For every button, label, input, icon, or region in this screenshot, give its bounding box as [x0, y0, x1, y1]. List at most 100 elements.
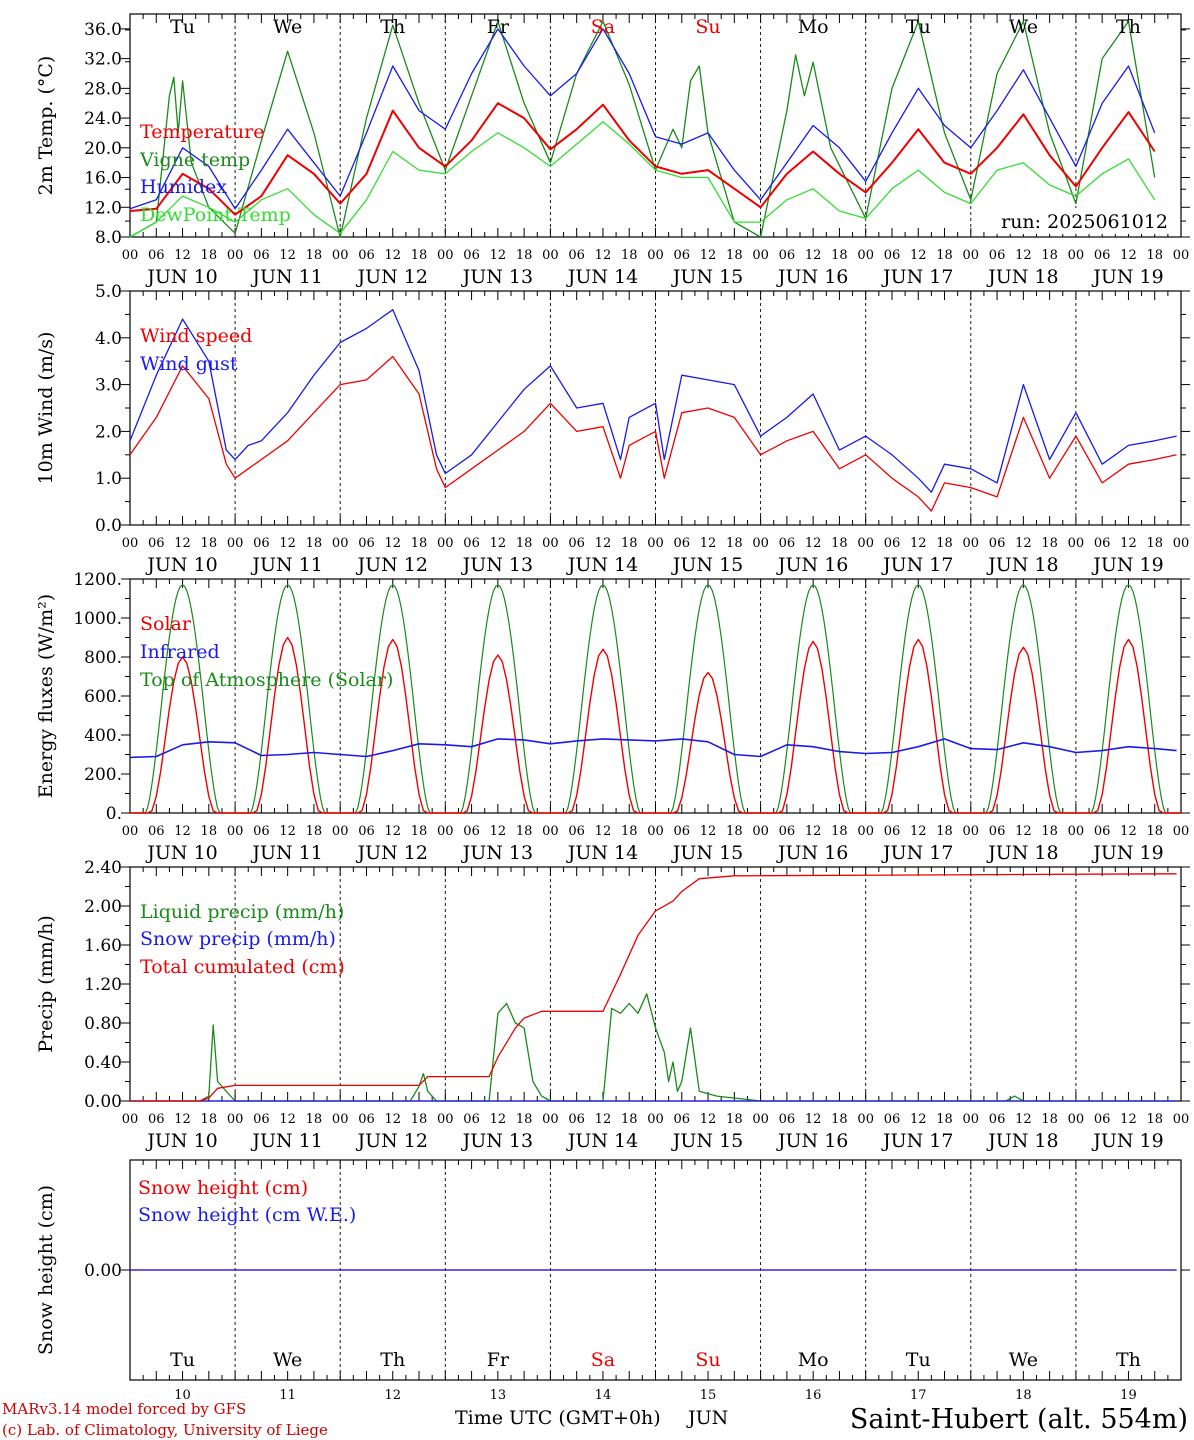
x-hour-label: 18 — [1146, 248, 1163, 263]
x-date-label: JUN 18 — [986, 842, 1058, 864]
x-hour-label: 18 — [621, 1112, 638, 1127]
x-date-label: JUN 14 — [566, 1130, 638, 1152]
x-hour-label: 12 — [174, 824, 191, 839]
y-tick-label: 1.20 — [84, 975, 122, 995]
x-hour-label: 06 — [779, 536, 796, 551]
x-hour-label: 06 — [148, 824, 165, 839]
x-hour-label: 12 — [595, 1112, 612, 1127]
x-hour-label: 18 — [726, 824, 743, 839]
x-hour-label: 12 — [1015, 248, 1032, 263]
x-hour-label: 12 — [910, 1112, 927, 1127]
day-label-top: We — [1009, 16, 1038, 38]
x-hour-label: 00 — [1173, 248, 1190, 263]
y-tick-label: 0.00 — [84, 1092, 122, 1112]
y-tick-label: 16.0 — [84, 169, 122, 189]
series-line-wind-speed — [129, 355, 1177, 512]
day-number: 16 — [805, 1388, 822, 1403]
x-hour-label: 18 — [411, 248, 428, 263]
x-hour-label: 12 — [805, 824, 822, 839]
x-date-label: JUN 14 — [566, 554, 638, 576]
x-date-label: JUN 17 — [881, 554, 953, 576]
x-hour-label: 18 — [1041, 248, 1058, 263]
x-hour-label: 12 — [595, 248, 612, 263]
y-tick-label: 0. — [106, 804, 122, 824]
x-hour-label: 00 — [647, 248, 664, 263]
x-date-label: JUN 19 — [1091, 842, 1163, 864]
x-hour-label: 18 — [1146, 536, 1163, 551]
x-hour-label: 12 — [384, 248, 401, 263]
y-tick-label: 8.0 — [95, 228, 122, 248]
x-hour-label: 06 — [989, 824, 1006, 839]
x-hour-label: 06 — [463, 824, 480, 839]
day-number: 12 — [384, 1388, 401, 1403]
x-date-label: JUN 12 — [356, 842, 428, 864]
y-tick-label: 32.0 — [84, 50, 122, 70]
x-hour-label: 18 — [831, 1112, 848, 1127]
legend-entry: Infrared — [140, 641, 220, 663]
x-hour-label: 18 — [621, 824, 638, 839]
x-date-label: JUN 15 — [671, 266, 743, 288]
x-hour-label: 18 — [1041, 824, 1058, 839]
x-hour-label: 18 — [1146, 824, 1163, 839]
x-hour-label: 12 — [174, 248, 191, 263]
x-hour-label: 12 — [174, 536, 191, 551]
x-date-label: JUN 12 — [356, 266, 428, 288]
x-hour-label: 12 — [1015, 824, 1032, 839]
x-hour-label: 00 — [647, 536, 664, 551]
series-line-total-cumulated-cm- — [130, 873, 1177, 1102]
x-hour-label: 06 — [1094, 248, 1111, 263]
x-date-label: JUN 15 — [671, 842, 743, 864]
x-hour-label: 18 — [831, 536, 848, 551]
x-hour-label: 00 — [647, 1112, 664, 1127]
x-hour-label: 18 — [516, 536, 533, 551]
day-label-top: Su — [695, 16, 720, 38]
x-hour-label: 12 — [595, 824, 612, 839]
x-date-label: JUN 11 — [250, 554, 322, 576]
x-hour-label: 12 — [1015, 536, 1032, 551]
x-date-label: JUN 16 — [776, 266, 848, 288]
x-hour-label: 12 — [279, 1112, 296, 1127]
x-hour-label: 12 — [910, 536, 927, 551]
day-number: 15 — [700, 1388, 717, 1403]
x-hour-label: 06 — [358, 536, 375, 551]
x-hour-label: 12 — [279, 248, 296, 263]
x-hour-label: 18 — [306, 248, 323, 263]
y-tick-label: 0.0 — [95, 516, 122, 536]
x-date-label: JUN 13 — [461, 1130, 533, 1152]
x-hour-label: 06 — [568, 824, 585, 839]
x-hour-label: 18 — [936, 824, 953, 839]
x-hour-label: 18 — [201, 248, 218, 263]
time-axis-label: Time UTC (GMT+0h) — [455, 1407, 661, 1429]
legend-entry: Solar — [140, 613, 192, 635]
legend-entry: Liquid precip (mm/h) — [140, 901, 344, 923]
x-hour-label: 00 — [437, 1112, 454, 1127]
x-hour-label: 06 — [148, 1112, 165, 1127]
x-hour-label: 06 — [253, 248, 270, 263]
x-hour-label: 18 — [411, 1112, 428, 1127]
x-hour-label: 00 — [437, 248, 454, 263]
x-date-label: JUN 17 — [881, 1130, 953, 1152]
legend-entry: Wind speed — [140, 325, 252, 347]
x-hour-label: 06 — [674, 248, 691, 263]
x-hour-label: 06 — [674, 1112, 691, 1127]
x-hour-label: 06 — [989, 248, 1006, 263]
x-hour-label: 06 — [358, 248, 375, 263]
day-label-top: Mo — [798, 16, 829, 38]
series-line-solar — [130, 636, 1181, 814]
x-hour-label: 00 — [857, 1112, 874, 1127]
day-label-top: Tu — [170, 16, 195, 38]
y-axis-label: Precip (mm/h) — [35, 915, 57, 1053]
x-hour-label: 06 — [463, 1112, 480, 1127]
y-axis-label: 10m Wind (m/s) — [35, 332, 57, 485]
x-hour-label: 06 — [568, 248, 585, 263]
x-hour-label: 18 — [726, 248, 743, 263]
x-hour-label: 00 — [542, 536, 559, 551]
x-hour-label: 18 — [1041, 1112, 1058, 1127]
x-hour-label: 18 — [831, 824, 848, 839]
x-date-label: JUN 13 — [461, 266, 533, 288]
x-hour-label: 00 — [227, 536, 244, 551]
x-hour-label: 06 — [1094, 1112, 1111, 1127]
x-hour-label: 12 — [805, 536, 822, 551]
day-label-top: Th — [1116, 16, 1141, 38]
